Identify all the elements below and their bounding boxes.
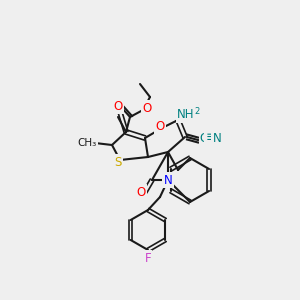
Text: NH: NH [177, 109, 195, 122]
Text: N: N [213, 131, 221, 145]
Text: O: O [136, 185, 146, 199]
Text: F: F [145, 251, 151, 265]
Text: S: S [114, 155, 122, 169]
Text: C: C [200, 131, 208, 145]
Text: O: O [142, 101, 152, 115]
Text: N: N [164, 173, 172, 187]
Text: ≡: ≡ [206, 131, 217, 145]
Text: 2: 2 [194, 106, 199, 116]
Text: O: O [113, 100, 123, 112]
Text: CH₃: CH₃ [77, 138, 97, 148]
Text: O: O [155, 119, 165, 133]
